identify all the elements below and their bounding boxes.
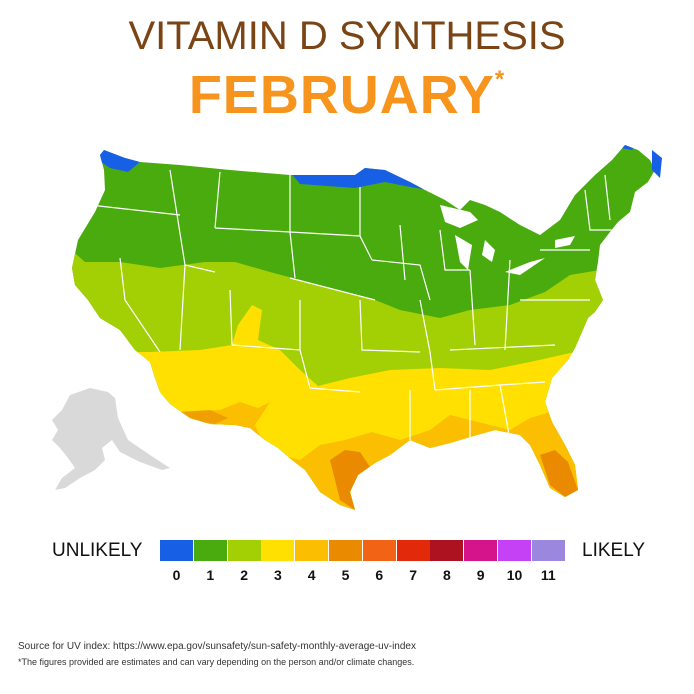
legend-swatch-6 — [362, 540, 396, 561]
legend-tick-5: 5 — [341, 567, 350, 583]
source-text: Source for UV index: https://www.epa.gov… — [18, 641, 416, 652]
legend-tick-2: 2 — [240, 567, 248, 583]
legend-tick-3: 3 — [273, 567, 282, 583]
legend-tick-0: 0 — [172, 567, 181, 583]
legend-tick-4: 4 — [307, 567, 316, 583]
uv-zone-0-patch-minnesota — [290, 165, 428, 190]
legend-swatch-4 — [295, 540, 329, 561]
legend-swatch-5 — [329, 540, 362, 561]
great-lakes — [440, 205, 575, 275]
legend-swatch-7 — [396, 540, 430, 561]
legend-swatch-8 — [430, 540, 464, 561]
state-borders — [89, 169, 620, 441]
uv-zone-0-patch-washington — [95, 148, 140, 172]
legend-tick-8: 8 — [442, 567, 451, 583]
footnote-text: *The figures provided are estimates and … — [18, 657, 415, 667]
legend-tick-10: 10 — [506, 567, 523, 583]
uv-zone-0-patch-maine-coast — [652, 150, 662, 178]
legend-likely-label: LIKELY — [582, 540, 646, 561]
legend-swatch-10 — [498, 540, 531, 561]
legend-swatch-0 — [160, 540, 193, 561]
legend-tick-11: 11 — [540, 567, 556, 583]
legend-swatch-11 — [531, 540, 565, 561]
legend-tick-9: 9 — [476, 567, 485, 583]
alaska-shape — [52, 388, 170, 490]
legend-swatch-3 — [261, 540, 295, 561]
legend-unlikely-label: UNLIKELY — [52, 540, 143, 561]
legend-tick-6: 6 — [375, 567, 384, 583]
uv-zone-5-patch-florida — [540, 450, 578, 497]
uv-zone-5-patch-arizona — [178, 410, 228, 424]
legend-swatch-2 — [227, 540, 261, 561]
month-heading: FEBRUARY* — [0, 64, 694, 126]
legend-swatch-1 — [193, 540, 227, 561]
legend-tick-1: 1 — [206, 567, 215, 583]
page-title: VITAMIN D SYNTHESIS — [128, 14, 566, 58]
asterisk-mark: * — [494, 66, 506, 93]
month-label: FEBRUARY — [188, 65, 495, 125]
legend-swatch-9 — [464, 540, 498, 561]
legend-tick-7: 7 — [409, 567, 417, 583]
